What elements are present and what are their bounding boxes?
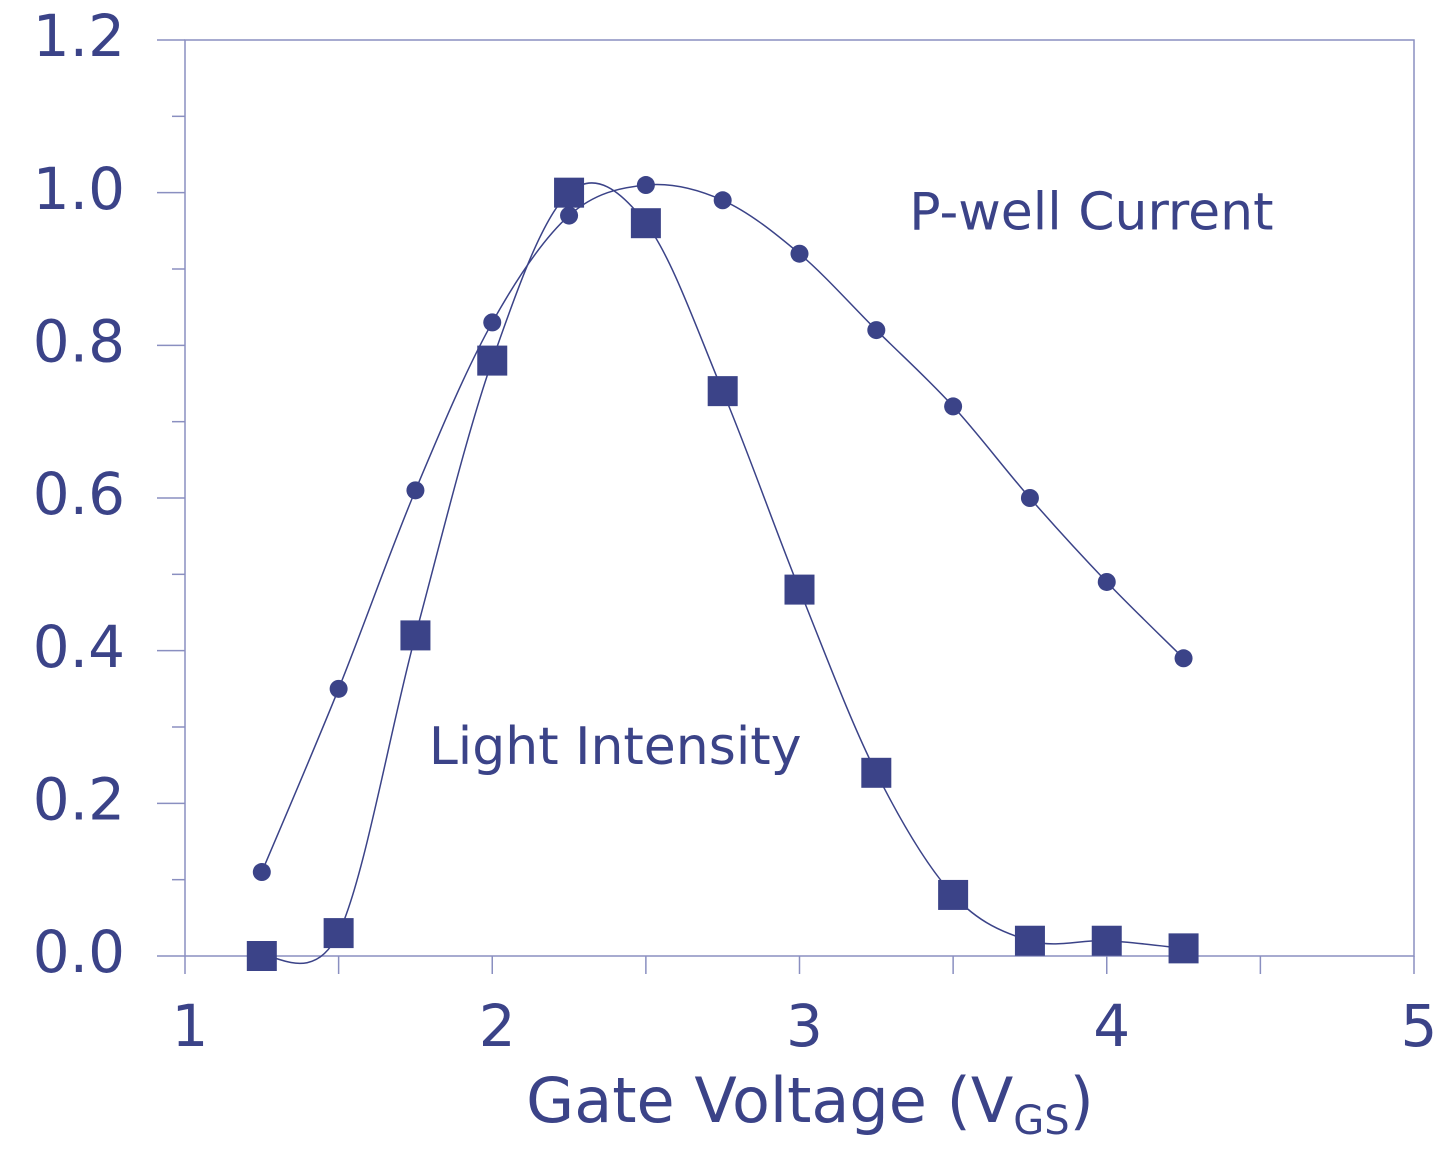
x-axis-label: Gate Voltage (VGS) [526, 1064, 1094, 1144]
y-tick-label: 0.4 [33, 613, 125, 681]
circle-marker [1174, 649, 1193, 668]
square-marker [554, 177, 585, 208]
y-tick-label: 0.6 [33, 460, 125, 528]
x-label-text: Gate Voltage (V [526, 1064, 1013, 1137]
square-marker [1014, 925, 1045, 956]
x-tick-label: 3 [786, 992, 823, 1060]
circle-marker [1097, 572, 1116, 591]
series-line [261, 182, 1184, 965]
square-marker [784, 574, 815, 605]
x-tick-label: 5 [1401, 992, 1438, 1060]
circle-marker [329, 679, 348, 698]
square-marker [323, 918, 354, 949]
x-tick-label: 1 [172, 992, 209, 1060]
circle-marker [944, 397, 963, 416]
square-marker [477, 345, 508, 376]
plot-frame [184, 39, 1415, 957]
circle-marker [790, 244, 809, 263]
circle-marker [1020, 489, 1039, 507]
square-marker [707, 376, 738, 407]
square-marker [1168, 933, 1199, 964]
circle-marker [406, 481, 425, 500]
circle-marker [867, 321, 886, 340]
y-tick-label: 0.8 [33, 307, 125, 375]
square-marker [1091, 925, 1122, 956]
square-marker [246, 941, 277, 971]
circle-marker [252, 863, 271, 882]
y-tick-label: 0.0 [33, 918, 125, 986]
circle-marker [483, 313, 502, 332]
y-tick-label: 0.2 [33, 765, 125, 833]
circle-marker [560, 206, 579, 225]
square-marker [400, 620, 431, 651]
annotation: Light Intensity [429, 717, 802, 777]
square-marker [630, 208, 661, 239]
circle-marker [713, 191, 732, 210]
x-tick-label: 4 [1093, 992, 1130, 1060]
y-tick-label: 1.2 [33, 2, 125, 70]
square-marker [861, 757, 892, 788]
annotation: P-well Current [909, 183, 1273, 243]
circle-marker [636, 176, 655, 195]
y-tick-label: 1.0 [33, 155, 125, 223]
square-marker [938, 879, 969, 910]
x-label-sub: GS [1013, 1098, 1069, 1144]
x-label-end: ) [1070, 1064, 1094, 1137]
x-tick-label: 2 [479, 992, 516, 1060]
